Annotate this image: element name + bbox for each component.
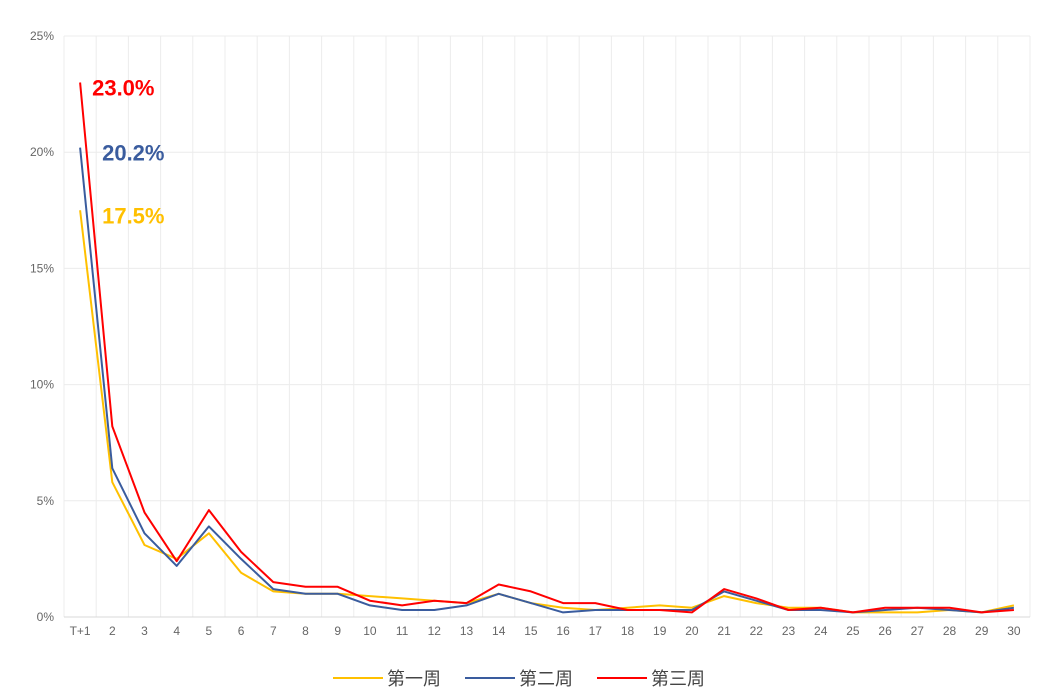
x-tick-label: 7 xyxy=(270,624,277,638)
x-tick-label: 3 xyxy=(141,624,148,638)
x-tick-label: 4 xyxy=(173,624,180,638)
y-tick-label: 5% xyxy=(37,494,55,508)
x-tick-label: 23 xyxy=(782,624,796,638)
value-callout: 17.5% xyxy=(102,203,164,228)
callouts: 23.0% 20.2% 17.5% xyxy=(92,75,164,228)
x-tick-label: 5 xyxy=(206,624,213,638)
x-tick-label: 19 xyxy=(653,624,667,638)
y-tick-label: 25% xyxy=(30,29,54,43)
y-tick-label: 20% xyxy=(30,145,54,159)
x-tick-label: 14 xyxy=(492,624,506,638)
value-callout: 20.2% xyxy=(102,141,164,166)
value-callout: 23.0% xyxy=(92,75,154,100)
legend-label: 第三周 xyxy=(651,669,705,690)
x-tick-label: 10 xyxy=(363,624,377,638)
grid xyxy=(63,35,1031,618)
x-tick-label: 29 xyxy=(975,624,989,638)
x-tick-label: 13 xyxy=(460,624,474,638)
x-tick-label: 9 xyxy=(334,624,341,638)
x-tick-label: 15 xyxy=(524,624,538,638)
y-tick-label: 15% xyxy=(30,261,54,275)
x-tick-label: 25 xyxy=(846,624,860,638)
x-tick-label: 22 xyxy=(750,624,764,638)
x-tick-label: 2 xyxy=(109,624,116,638)
x-tick-label: 26 xyxy=(878,624,892,638)
axes: 0%5%10%15%20%25%T+1 2 3 4 5 6 7 8 9 10 11 12 13 14 15 1… xyxy=(30,29,1021,638)
y-tick-label: 10% xyxy=(30,378,54,392)
x-tick-label: 6 xyxy=(238,624,245,638)
x-tick-label: 27 xyxy=(911,624,925,638)
x-tick-label: 30 xyxy=(1007,624,1021,638)
series-line-3 xyxy=(79,82,1014,614)
x-tick-label: 18 xyxy=(621,624,635,638)
x-tick-label: 21 xyxy=(717,624,731,638)
legend: 第一周 第二周 第三周 xyxy=(333,669,705,690)
legend-label: 第一周 xyxy=(387,669,441,690)
x-tick-label: 11 xyxy=(396,624,409,638)
series-lines xyxy=(79,82,1015,614)
x-tick-label: 20 xyxy=(685,624,699,638)
x-tick-label: 8 xyxy=(302,624,309,638)
legend-label: 第二周 xyxy=(519,669,573,690)
x-tick-label: 12 xyxy=(428,624,442,638)
x-tick-label: T+1 xyxy=(70,624,91,638)
y-tick-label: 0% xyxy=(37,610,55,624)
x-tick-label: 24 xyxy=(814,624,828,638)
x-tick-label: 16 xyxy=(556,624,570,638)
x-tick-label: 17 xyxy=(589,624,603,638)
x-tick-label: 28 xyxy=(943,624,957,638)
